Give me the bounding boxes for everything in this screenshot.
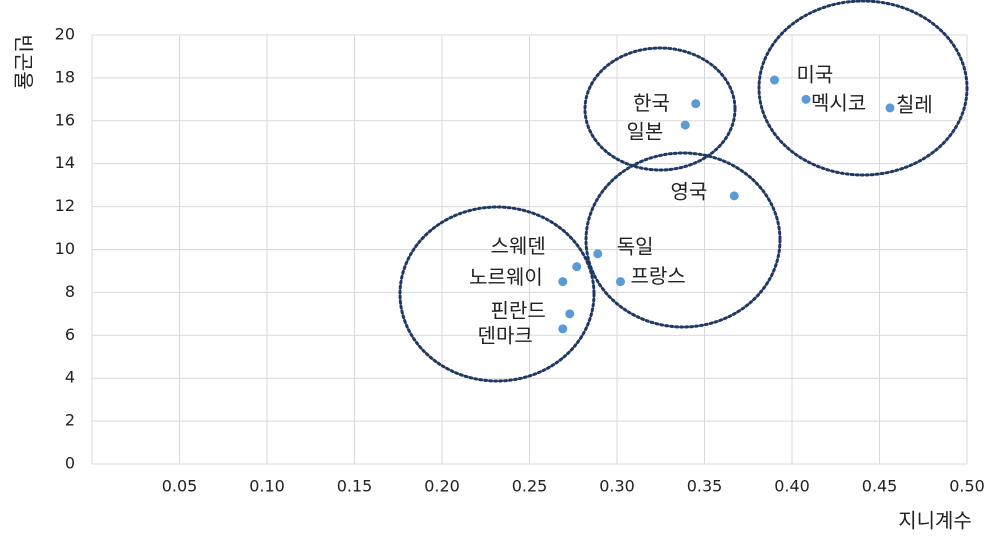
x-tick-label: 0.40: [774, 477, 810, 496]
y-tick-label: 12: [55, 196, 75, 215]
point-label: 칠레: [896, 92, 933, 116]
x-axis-title: 지니계수: [898, 509, 972, 533]
x-tick-label: 0.50: [949, 477, 985, 496]
ring: [584, 151, 782, 329]
x-tick-label: 0.20: [424, 477, 460, 496]
y-tick-label: 16: [55, 110, 75, 129]
point-label: 미국: [797, 63, 834, 87]
point: [558, 324, 568, 334]
point-label: 스웨덴: [491, 234, 546, 258]
point: [691, 99, 701, 109]
x-tick-label: 0.45: [862, 477, 898, 496]
point-label: 독일: [617, 234, 654, 258]
point: [558, 277, 568, 287]
x-tick-label: 0.15: [337, 477, 373, 496]
y-axis-title: 빈곤율: [12, 34, 36, 89]
x-tick-label: 0.05: [162, 477, 198, 496]
x-tick-label: 0.35: [687, 477, 723, 496]
x-tick-label: 0.25: [512, 477, 548, 496]
ring: [398, 205, 596, 383]
point-label: 한국: [633, 91, 670, 115]
x-tick-label: 0.30: [599, 477, 635, 496]
y-tick-label: 2: [65, 411, 75, 430]
point: [593, 249, 603, 259]
point-label: 일본: [626, 120, 663, 144]
group-rings: [398, 0, 969, 383]
point: [729, 191, 739, 201]
y-tick-label: 14: [55, 153, 75, 172]
ring: [757, 0, 969, 177]
y-tick-label: 6: [65, 325, 75, 344]
point-label: 멕시코: [811, 91, 866, 115]
point: [885, 103, 895, 113]
x-tick-label: 0.10: [249, 477, 285, 496]
point: [572, 262, 582, 272]
y-tick-label: 0: [65, 454, 75, 473]
point-label: 노르웨이: [469, 265, 543, 289]
y-tick-label: 20: [55, 25, 75, 44]
point: [770, 75, 779, 85]
y-tick-label: 4: [65, 368, 75, 387]
point-label: 영국: [670, 179, 707, 203]
y-tick-label: 18: [55, 67, 75, 86]
point: [616, 277, 625, 287]
point: [565, 309, 575, 319]
y-tick-label: 10: [55, 239, 75, 258]
point-label: 덴마크: [478, 323, 533, 347]
point: [680, 120, 690, 130]
point-label: 핀란드: [491, 298, 546, 322]
point: [801, 94, 811, 104]
point-label: 프랑스: [631, 264, 686, 288]
ring: [583, 46, 737, 172]
y-tick-label: 8: [65, 282, 75, 301]
